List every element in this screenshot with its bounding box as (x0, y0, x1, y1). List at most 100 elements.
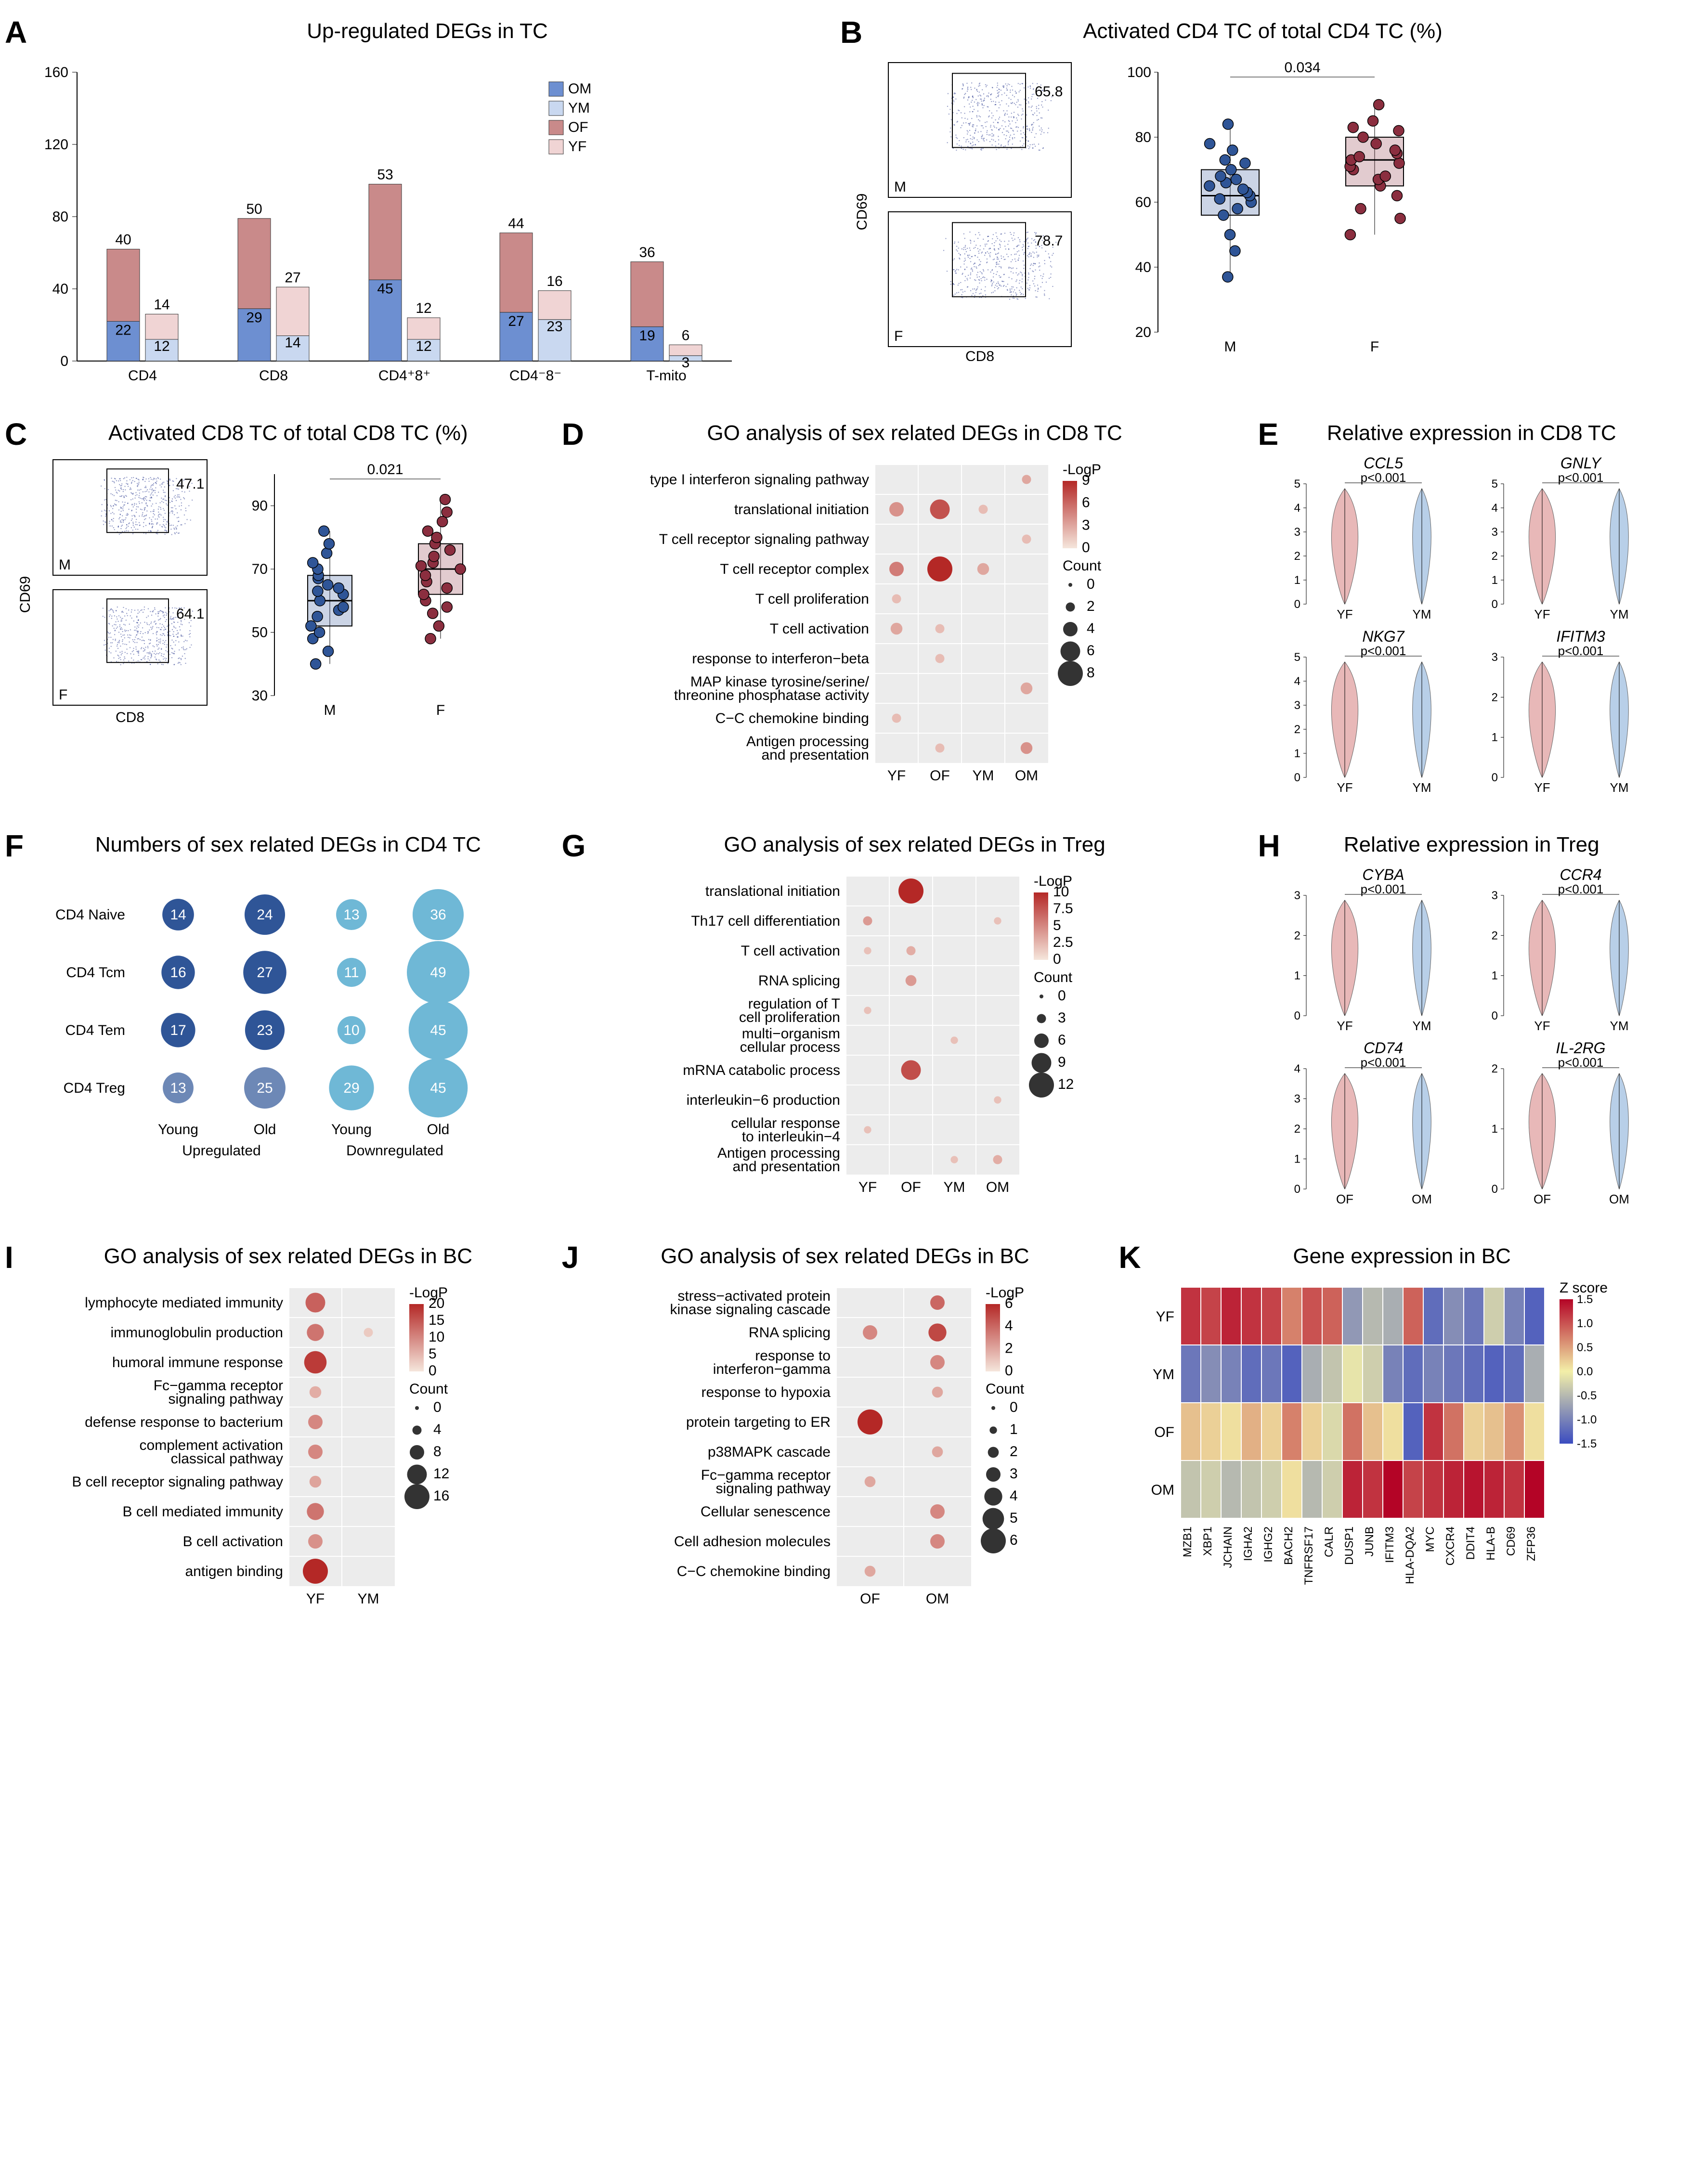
svg-text:4: 4 (1010, 1488, 1018, 1504)
svg-text:YF: YF (306, 1591, 325, 1607)
svg-text:CD4 Naive: CD4 Naive (55, 907, 125, 923)
svg-text:3: 3 (1294, 699, 1300, 712)
svg-text:OF: OF (930, 768, 950, 784)
svg-text:0: 0 (1294, 1183, 1300, 1196)
svg-text:27: 27 (508, 313, 524, 329)
svg-text:CCL5: CCL5 (1364, 455, 1403, 472)
panel-F: F Numbers of sex related DEGs in CD4 TC … (19, 833, 557, 1215)
panel-J: J GO analysis of sex related DEGs in BC … (576, 1244, 1114, 1627)
svg-text:interferon−gamma: interferon−gamma (713, 1361, 831, 1377)
svg-text:3: 3 (1491, 526, 1497, 539)
svg-text:IFITM3: IFITM3 (1556, 628, 1605, 645)
svg-text:5: 5 (1010, 1510, 1018, 1526)
svg-text:IGHA2: IGHA2 (1242, 1526, 1255, 1561)
svg-text:12: 12 (416, 338, 431, 354)
panel-label-F: F (5, 828, 24, 864)
svg-text:Th17 cell differentiation: Th17 cell differentiation (691, 913, 840, 929)
svg-text:1: 1 (1491, 731, 1497, 744)
svg-text:16: 16 (546, 273, 562, 289)
svg-text:20: 20 (1135, 324, 1151, 340)
svg-text:11: 11 (344, 965, 359, 981)
svg-text:OF: OF (1533, 1192, 1550, 1206)
panel-B-title: Activated CD4 TC of total CD4 TC (%) (855, 19, 1671, 43)
svg-text:YF: YF (1534, 607, 1550, 621)
svg-text:3: 3 (1294, 1093, 1300, 1106)
svg-text:T-mito: T-mito (646, 368, 686, 384)
svg-text:1: 1 (1294, 574, 1300, 587)
svg-text:0: 0 (1491, 598, 1497, 611)
heatmap-K: YFYMOFOMMZB1XBP1JCHAINIGHA2IGHG2BACH2TNF… (1133, 1278, 1672, 1625)
svg-text:CD69: CD69 (19, 576, 33, 613)
svg-text:OF: OF (568, 119, 588, 135)
svg-text:36: 36 (639, 245, 655, 260)
svg-text:29: 29 (343, 1080, 359, 1096)
svg-text:0: 0 (1087, 576, 1095, 592)
svg-text:0: 0 (429, 1363, 437, 1379)
svg-text:DUSP1: DUSP1 (1343, 1526, 1356, 1565)
svg-text:F: F (1370, 339, 1379, 355)
svg-text:Old: Old (254, 1122, 276, 1137)
svg-text:YM: YM (1610, 1019, 1628, 1033)
svg-text:humoral immune response: humoral immune response (112, 1355, 283, 1370)
svg-text:14: 14 (170, 907, 186, 923)
svg-text:0: 0 (1294, 771, 1300, 784)
panel-F-title: Numbers of sex related DEGs in CD4 TC (19, 833, 557, 857)
svg-text:immunoglobulin production: immunoglobulin production (110, 1325, 283, 1341)
violins-E: CCL5p<0.001012345YFYMGNLYp<0.001012345YF… (1273, 455, 1667, 801)
panel-label-D: D (562, 416, 584, 452)
dotplot-G: translational initiationTh17 cell differ… (576, 866, 1231, 1213)
svg-text:GNLY: GNLY (1560, 455, 1602, 472)
svg-text:90: 90 (252, 498, 268, 514)
svg-text:CD4 Tcm: CD4 Tcm (66, 965, 125, 981)
panel-I: I GO analysis of sex related DEGs in BC … (19, 1244, 557, 1627)
svg-text:Old: Old (427, 1122, 450, 1137)
svg-text:50: 50 (252, 625, 268, 641)
svg-text:YF: YF (568, 139, 586, 155)
panel-E: E Relative expression in CD8 TC CCL5p<0.… (1273, 421, 1671, 804)
svg-text:defense response to bacterium: defense response to bacterium (85, 1414, 283, 1430)
dotplot-I: lymphocyte mediated immunityimmunoglobul… (19, 1278, 520, 1625)
svg-text:10: 10 (343, 1022, 359, 1038)
svg-text:78.7: 78.7 (1035, 233, 1063, 249)
svg-text:YF: YF (1337, 780, 1352, 795)
svg-text:YF: YF (1534, 780, 1550, 795)
svg-text:CD4⁺8⁺: CD4⁺8⁺ (378, 368, 430, 384)
svg-text:25: 25 (257, 1080, 273, 1096)
panel-K: K Gene expression in BC YFYMOFOMMZB1XBP1… (1133, 1244, 1671, 1627)
svg-text:OM: OM (925, 1591, 949, 1607)
svg-text:0: 0 (1082, 540, 1090, 556)
svg-text:1: 1 (1491, 969, 1497, 982)
svg-text:YM: YM (1153, 1367, 1174, 1383)
svg-text:15: 15 (429, 1312, 444, 1328)
svg-text:2: 2 (1087, 598, 1095, 614)
svg-text:10: 10 (429, 1329, 444, 1345)
svg-text:OM: OM (1412, 1192, 1432, 1206)
svg-text:p38MAPK cascade: p38MAPK cascade (708, 1444, 831, 1460)
svg-text:80: 80 (1135, 129, 1151, 145)
svg-text:OM: OM (1014, 768, 1038, 784)
svg-text:BACH2: BACH2 (1282, 1526, 1295, 1565)
svg-text:Count: Count (1034, 969, 1073, 985)
svg-text:ZFP36: ZFP36 (1525, 1526, 1538, 1561)
panel-C-title: Activated CD8 TC of total CD8 TC (%) (19, 421, 557, 445)
svg-text:and presentation: and presentation (761, 747, 869, 763)
svg-text:22: 22 (115, 323, 131, 338)
svg-text:-1.5: -1.5 (1577, 1437, 1597, 1450)
svg-text:-0.5: -0.5 (1577, 1389, 1597, 1402)
svg-text:0: 0 (1491, 1183, 1497, 1196)
svg-text:NKG7: NKG7 (1362, 628, 1404, 645)
svg-text:12: 12 (416, 300, 431, 316)
svg-text:YM: YM (972, 768, 994, 784)
svg-text:YM: YM (1412, 607, 1431, 621)
panel-D-title: GO analysis of sex related DEGs in CD8 T… (576, 421, 1253, 445)
svg-text:T cell proliferation: T cell proliferation (755, 591, 869, 607)
svg-text:OF: OF (1336, 1192, 1353, 1206)
svg-text:B cell mediated immunity: B cell mediated immunity (123, 1504, 283, 1520)
svg-text:YM: YM (568, 100, 590, 116)
svg-text:2: 2 (1491, 550, 1497, 563)
svg-text:YF: YF (858, 1179, 876, 1195)
svg-text:16: 16 (170, 965, 186, 981)
panel-label-J: J (562, 1240, 579, 1275)
svg-text:YM: YM (1412, 1019, 1431, 1033)
svg-text:14: 14 (285, 335, 300, 351)
